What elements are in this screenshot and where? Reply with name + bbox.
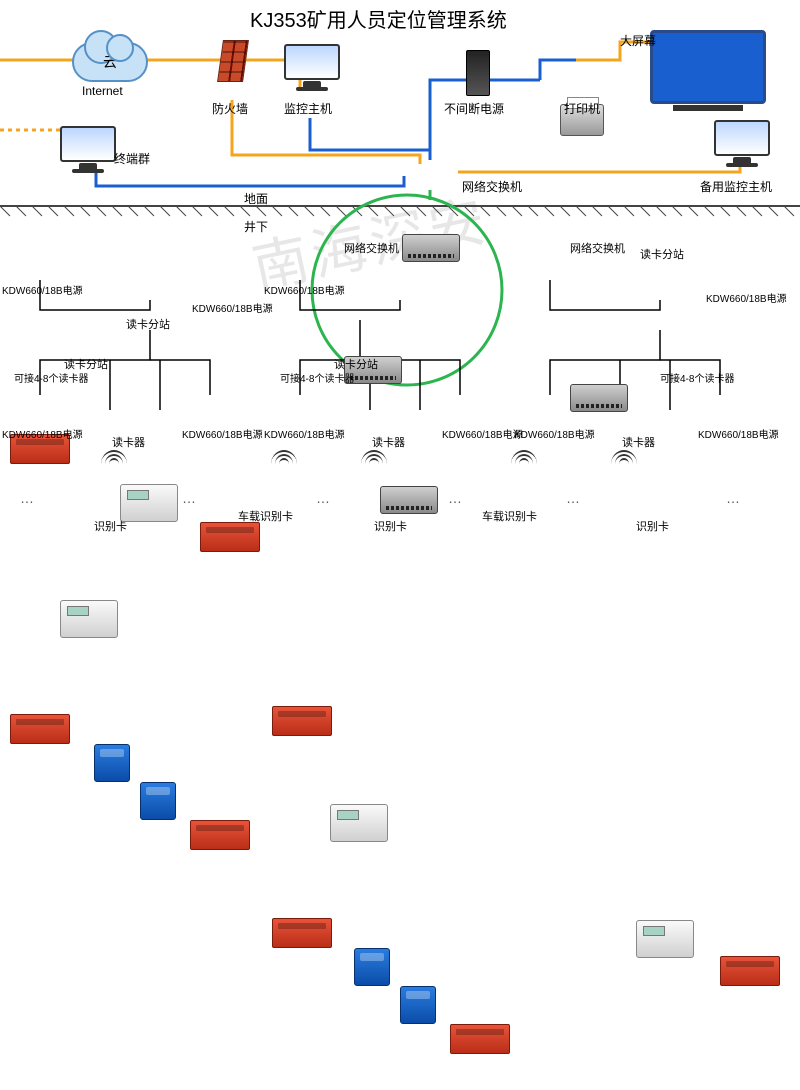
- reader-note-1: 可接4-8个读卡器: [14, 370, 88, 385]
- power-label-1a: KDW660/18B电源: [2, 282, 83, 297]
- big-screen-icon: [650, 30, 766, 111]
- reader-1b: [140, 782, 176, 820]
- id-card-label-2: 识别卡: [374, 518, 407, 534]
- backup-host-label: 备用监控主机: [700, 178, 772, 195]
- net-switch-u2-icon: [570, 384, 628, 412]
- wifi-icon-1: [98, 450, 130, 464]
- big-screen-label: 大屏幕: [620, 32, 656, 49]
- reader-label-2: 读卡器: [372, 434, 405, 450]
- firewall-label: 防火墙: [212, 100, 248, 117]
- dots-2: …: [182, 490, 198, 506]
- dots-3: …: [316, 490, 332, 506]
- reader-label-1: 读卡器: [112, 434, 145, 450]
- internet-label: Internet: [82, 84, 123, 98]
- cloud-icon: 云: [72, 42, 148, 82]
- dots-6: …: [726, 490, 742, 506]
- dots-1: …: [20, 490, 36, 506]
- wifi-icon-5: [508, 450, 540, 464]
- reader-2a: [354, 948, 390, 986]
- reader-2b: [400, 986, 436, 1024]
- power-label-2d: KDW660/18B电源: [442, 426, 523, 441]
- dots-5: …: [566, 490, 582, 506]
- reader-station-label-1a: 读卡分站: [126, 316, 170, 332]
- reader-note-2: 可接4-8个读卡器: [280, 370, 354, 385]
- monitor-host-label: 监控主机: [284, 100, 332, 117]
- id-card-label-3: 识别卡: [636, 518, 669, 534]
- monitor-host-icon: [284, 44, 340, 90]
- cloud-label: 云: [74, 52, 146, 72]
- net-switch-u1-label: 网络交换机: [344, 240, 399, 256]
- reader-1a: [94, 744, 130, 782]
- power-box-3a: [720, 956, 780, 986]
- net-switch-u2-label: 网络交换机: [570, 240, 625, 256]
- terminal-group-icon: [60, 126, 116, 172]
- car-card-label-2: 车载识别卡: [482, 508, 537, 524]
- power-label-1b: KDW660/18B电源: [192, 300, 273, 315]
- power-box-2d: [450, 1024, 510, 1054]
- id-card-label-1: 识别卡: [94, 518, 127, 534]
- underground-label: 井下: [244, 218, 268, 235]
- power-label-2c: KDW660/18B电源: [264, 426, 345, 441]
- reader-station-1a: [120, 484, 178, 522]
- firewall-icon: [217, 40, 249, 82]
- ups-icon: [466, 50, 490, 96]
- car-card-label-1: 车载识别卡: [238, 508, 293, 524]
- reader-station-2: [330, 804, 388, 842]
- power-box-2c: [272, 918, 332, 948]
- wifi-icon-4: [268, 450, 300, 464]
- power-box-2a: [272, 706, 332, 736]
- power-box-1b: [200, 522, 260, 552]
- page-title: KJ353矿用人员定位管理系统: [250, 4, 507, 33]
- wifi-icon-3: [608, 450, 640, 464]
- backup-host-icon: [714, 120, 770, 166]
- reader-station-3: [636, 920, 694, 958]
- reader-station-1b: [60, 600, 118, 638]
- ground-label: 地面: [244, 190, 268, 207]
- printer-label: 打印机: [564, 100, 600, 117]
- wifi-icon-2: [358, 450, 390, 464]
- power-label-2a: KDW660/18B电源: [264, 282, 345, 297]
- reader-note-3: 可接4-8个读卡器: [660, 370, 734, 385]
- power-label-3a: KDW660/18B电源: [706, 290, 787, 305]
- power-box-1d: [190, 820, 250, 850]
- net-switch-surface-icon: [402, 234, 460, 262]
- power-box-1c: [10, 714, 70, 744]
- power-label-1c: KDW660/18B电源: [2, 426, 83, 441]
- ups-label: 不间断电源: [444, 100, 504, 117]
- dots-4: …: [448, 490, 464, 506]
- terminal-group-label: 终端群: [114, 150, 150, 167]
- power-label-3d: KDW660/18B电源: [698, 426, 779, 441]
- reader-station-label-3: 读卡分站: [640, 246, 684, 262]
- power-label-3c: KDW660/18B电源: [514, 426, 595, 441]
- net-switch-surface-label: 网络交换机: [462, 178, 522, 195]
- power-label-1d: KDW660/18B电源: [182, 426, 263, 441]
- reader-label-3: 读卡器: [622, 434, 655, 450]
- net-switch-u3-icon: [380, 486, 438, 514]
